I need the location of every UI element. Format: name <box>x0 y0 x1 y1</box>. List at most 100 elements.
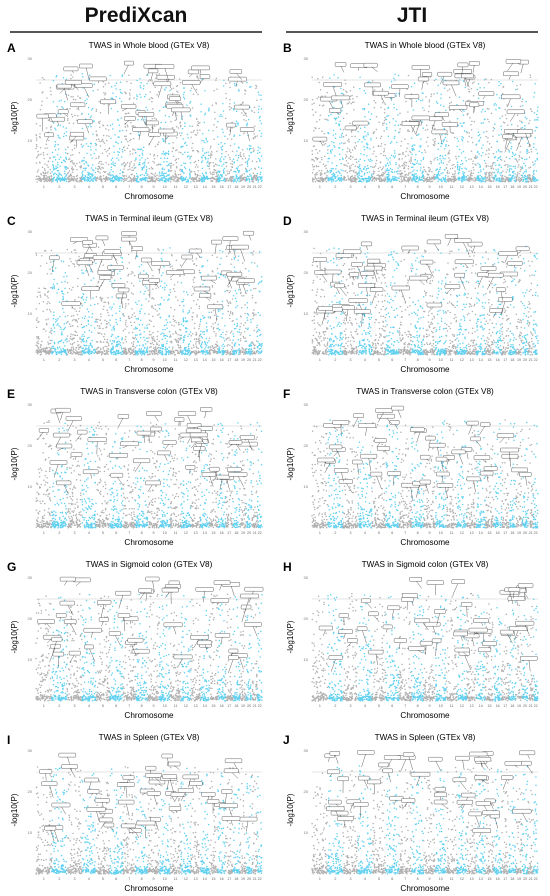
data-point <box>183 91 185 94</box>
x-tick-label: 10 <box>439 185 443 189</box>
data-point <box>383 111 386 114</box>
data-point <box>185 180 188 183</box>
data-point <box>158 171 161 173</box>
data-point <box>225 161 228 164</box>
data-point <box>143 95 146 98</box>
data-point <box>511 155 514 158</box>
data-point <box>141 152 143 155</box>
data-point <box>53 342 56 345</box>
data-point <box>82 333 84 336</box>
data-point <box>393 156 396 159</box>
gene-label-box <box>323 82 342 87</box>
data-point <box>104 178 106 180</box>
data-point <box>70 95 72 98</box>
data-point <box>100 175 102 178</box>
data-point <box>184 167 187 170</box>
data-point <box>468 170 470 173</box>
data-point <box>141 168 143 171</box>
data-point <box>210 180 212 182</box>
data-point <box>332 134 335 136</box>
gene-label <box>422 72 432 84</box>
data-point <box>124 112 127 115</box>
data-point <box>259 115 261 118</box>
data-point <box>505 176 507 179</box>
data-point <box>58 176 60 178</box>
data-point <box>413 144 416 146</box>
data-point <box>521 126 523 129</box>
data-point <box>47 131 50 133</box>
gene-label-box <box>191 65 210 71</box>
data-point <box>41 255 43 257</box>
data-point <box>175 149 177 152</box>
data-point <box>418 150 420 153</box>
gene-label-box <box>137 112 155 117</box>
data-point <box>438 174 441 176</box>
data-point <box>344 142 346 144</box>
data-point <box>404 179 406 181</box>
data-point <box>40 179 43 181</box>
gene-label <box>441 122 458 133</box>
gene-label-box <box>363 63 378 68</box>
data-point <box>67 314 69 317</box>
data-point <box>311 108 314 111</box>
data-point <box>151 101 153 103</box>
gene-label-box <box>156 75 175 80</box>
data-point <box>399 153 401 156</box>
data-point <box>330 152 332 154</box>
data-point <box>115 141 117 143</box>
data-point <box>320 169 323 172</box>
data-point <box>255 176 257 179</box>
data-point <box>170 165 172 168</box>
data-point <box>394 124 396 127</box>
data-point <box>50 327 52 330</box>
data-point <box>122 162 124 165</box>
data-point <box>334 137 337 140</box>
data-point <box>172 141 174 144</box>
data-point <box>255 84 257 87</box>
data-point <box>159 126 162 129</box>
data-point <box>151 176 154 178</box>
data-point <box>447 144 450 147</box>
data-point <box>495 104 498 106</box>
data-point <box>88 180 91 183</box>
data-point <box>393 77 395 79</box>
data-point <box>52 324 55 327</box>
data-point <box>207 151 209 153</box>
data-point <box>345 159 348 162</box>
data-point <box>323 155 326 158</box>
data-point <box>196 174 199 177</box>
data-point <box>402 167 405 170</box>
data-point <box>397 167 399 169</box>
data-point <box>129 168 131 170</box>
data-point <box>346 112 348 115</box>
data-point <box>522 172 525 174</box>
data-point <box>373 89 376 91</box>
data-point <box>438 170 440 173</box>
data-point <box>355 158 358 160</box>
data-point <box>50 287 52 289</box>
data-point <box>244 161 247 164</box>
data-point <box>156 174 158 176</box>
data-point <box>488 176 491 179</box>
data-point <box>444 147 446 150</box>
data-point <box>49 168 52 171</box>
data-point <box>35 147 37 150</box>
data-point <box>45 318 47 321</box>
data-point <box>335 164 338 167</box>
gene-label-box <box>329 108 342 113</box>
data-point <box>477 176 480 178</box>
data-point <box>462 99 465 102</box>
data-point <box>467 88 470 91</box>
data-point <box>450 178 453 181</box>
data-point <box>89 146 92 148</box>
data-point <box>427 145 429 147</box>
data-point <box>311 172 314 174</box>
data-point <box>214 169 217 172</box>
x-tick-label: 22 <box>258 185 262 189</box>
data-point <box>214 118 216 120</box>
data-point <box>315 178 318 180</box>
data-point <box>121 92 123 95</box>
data-point <box>151 82 154 84</box>
data-point <box>190 181 192 183</box>
data-point <box>47 160 50 163</box>
